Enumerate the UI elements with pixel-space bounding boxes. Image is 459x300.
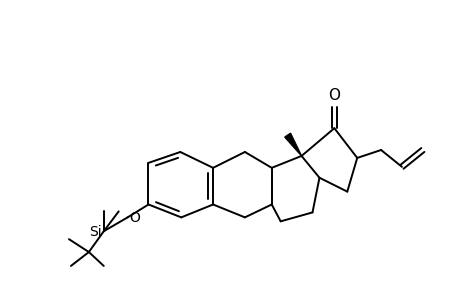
Polygon shape (284, 133, 301, 156)
Text: Si: Si (89, 225, 101, 239)
Text: O: O (328, 88, 340, 104)
Text: O: O (129, 212, 140, 225)
